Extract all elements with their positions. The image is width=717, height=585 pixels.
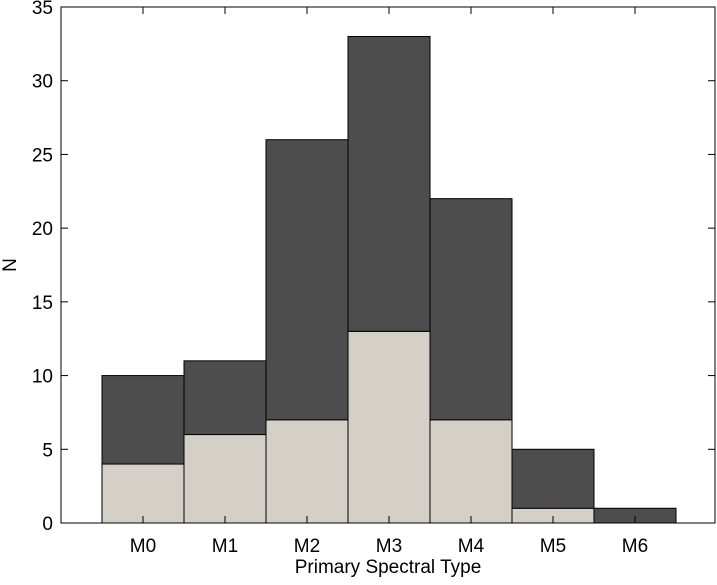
- x-tick-label-m5: M5: [540, 536, 566, 557]
- bar-m3-series-1: [347, 330, 431, 524]
- bar-m5-series-2: [511, 448, 595, 509]
- bar-m4-series-1: [429, 419, 513, 524]
- bar-m3-series-2: [347, 35, 431, 332]
- bar-m2-series-2: [265, 139, 349, 421]
- y-axis-label: N: [0, 258, 21, 272]
- y-tick-label: 35: [32, 0, 53, 19]
- y-tick-label: 20: [32, 219, 53, 240]
- y-tick-label: 30: [32, 72, 53, 93]
- y-tick-label: 10: [32, 367, 53, 388]
- ticks-layer: [61, 6, 715, 524]
- bars-layer: [101, 35, 677, 524]
- x-tick-label-m3: M3: [376, 536, 402, 557]
- x-tick-label-m0: M0: [130, 536, 156, 557]
- x-tick-label-m4: M4: [458, 536, 485, 557]
- y-tick-label: 15: [32, 293, 53, 314]
- bar-m0-series-2: [101, 375, 185, 465]
- x-axis-label: Primary Spectral Type: [295, 557, 482, 578]
- x-tick-label-m1: M1: [212, 536, 238, 557]
- bar-m0-series-1: [101, 463, 185, 524]
- x-tick-label-m6: M6: [622, 536, 648, 557]
- y-tick-label: 0: [42, 514, 53, 535]
- bar-m1-series-1: [183, 434, 267, 524]
- plot-area-frame: [60, 6, 716, 524]
- y-tick-label: 5: [42, 440, 53, 461]
- bar-m4-series-2: [429, 198, 513, 421]
- x-tick-label-m2: M2: [294, 536, 320, 557]
- bar-m1-series-2: [183, 360, 267, 436]
- tick-labels-layer: 0 5 10 15 20 25 30 35 M0 M1 M2 M3 M4 M5 M6: [32, 0, 648, 557]
- y-tick-label: 25: [32, 145, 53, 166]
- bar-m2-series-1: [265, 419, 349, 524]
